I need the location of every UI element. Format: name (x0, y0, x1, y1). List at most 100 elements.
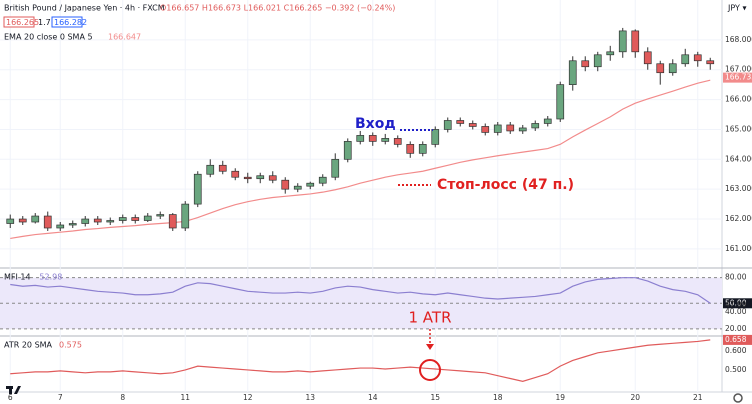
atr-arrowhead (426, 344, 434, 350)
candle-body (643, 51, 652, 65)
candle-body (468, 123, 477, 127)
x-tick-label: 18 (493, 393, 503, 402)
atr-label: 1 ATR (409, 309, 452, 327)
candle-body (406, 144, 415, 154)
candle-body (156, 214, 165, 217)
candle-body (181, 203, 190, 229)
bid-box (3, 16, 35, 28)
candle-body (106, 220, 115, 223)
x-tick-label: 8 (120, 393, 125, 402)
price-label-box (723, 72, 752, 83)
candle-body (168, 214, 177, 229)
ask: 166.282 (54, 18, 87, 27)
candle-body (193, 173, 202, 205)
candle-body (206, 164, 215, 175)
candle-body (481, 126, 490, 133)
settings-icon[interactable] (733, 393, 743, 403)
bid: 166.265 (6, 18, 39, 27)
candle-body (43, 215, 52, 229)
candle-body (381, 138, 390, 142)
candle-body (343, 141, 352, 160)
candle-body (31, 215, 40, 223)
candle-body (581, 60, 590, 68)
candle-body (118, 217, 127, 221)
candle-body (268, 175, 277, 181)
y-tick-label: 0.600 (725, 346, 747, 355)
candle-body (393, 138, 402, 145)
symbol-title: British Pound / Japanese Yen · 4h · FXCM (4, 4, 165, 13)
indicator-legend: ATR 20 SMA (4, 341, 53, 350)
candle-body (318, 176, 327, 184)
candle-body (93, 218, 102, 223)
x-tick-label: 6 (8, 393, 13, 402)
candle-body (618, 30, 627, 53)
indicator-value: 166.647 (108, 33, 141, 42)
candle-body (706, 60, 715, 65)
candle-body (256, 175, 265, 180)
candle-body (443, 120, 452, 130)
candle-body (568, 60, 577, 86)
price-label-box (723, 334, 752, 345)
ask-box (51, 16, 83, 28)
y-tick-label: 166.000 (725, 95, 752, 104)
indicator-legend: MFI 14 (4, 273, 31, 282)
candle-body (293, 185, 302, 190)
x-tick-label: 21 (693, 393, 703, 402)
y-tick-label: 40.00 (725, 307, 747, 316)
candle-body (431, 129, 440, 145)
plot (0, 27, 722, 382)
x-tick-label: 12 (243, 393, 253, 402)
candle-body (593, 54, 602, 68)
y-tick-label: 47.99 (725, 300, 747, 309)
price-label: 166.735 (725, 73, 752, 82)
candle-body (556, 84, 565, 120)
candle-body (518, 127, 527, 132)
price-label-box (723, 298, 752, 309)
candle-body (281, 179, 290, 190)
candle-body (531, 123, 540, 129)
candle-body (506, 124, 515, 132)
labels: 161.000 162.000 163.000 164.000 165.000 166.0… (4, 33, 752, 402)
spread: 1.7 (38, 18, 51, 27)
y-tick-label: 0.500 (725, 365, 747, 374)
candle-body (368, 135, 377, 142)
candle-body (456, 120, 465, 124)
candle-body (6, 218, 15, 224)
x-tick-label: 7 (58, 393, 63, 402)
x-tick-label: 15 (430, 393, 440, 402)
x-tick-label: 14 (368, 393, 378, 402)
x-tick-label: 13 (305, 393, 315, 402)
y-tick-label: 20.00 (725, 324, 747, 333)
x-tick-label: 19 (555, 393, 565, 402)
atr-circle (419, 359, 441, 381)
candle-body (18, 218, 27, 223)
ohlc: O166.657 H166.673 L166.021 C166.265 −0.3… (160, 4, 395, 13)
candle-body (656, 63, 665, 74)
stop-label: Стоп-лосс (47 п.) (437, 177, 574, 193)
series-line (10, 79, 711, 240)
candle-body (631, 30, 640, 53)
y-tick-label: 80.00 (725, 273, 747, 282)
series-line (10, 277, 711, 304)
x-tick-label: 20 (630, 393, 640, 402)
y-tick-label: 168.000 (725, 35, 752, 44)
price-label: 50.00 (725, 298, 747, 307)
candle-body (81, 218, 90, 224)
y-tick-label: 164.000 (725, 154, 752, 163)
y-tick-label: 165.000 (725, 124, 752, 133)
candle-body (693, 54, 702, 62)
indicator-value: 0.575 (59, 341, 82, 350)
logo (6, 386, 21, 394)
candle-body (143, 215, 152, 221)
price-label: 0.658 (725, 335, 747, 344)
indicator-value: 52.98 (39, 273, 62, 282)
candle-body (306, 182, 315, 187)
entry-label: Вход (355, 116, 396, 132)
candle-body (681, 54, 690, 65)
candle-body (131, 217, 140, 221)
y-tick-label: 161.000 (725, 244, 752, 253)
candle-body (418, 144, 427, 154)
candle-body (356, 135, 365, 142)
